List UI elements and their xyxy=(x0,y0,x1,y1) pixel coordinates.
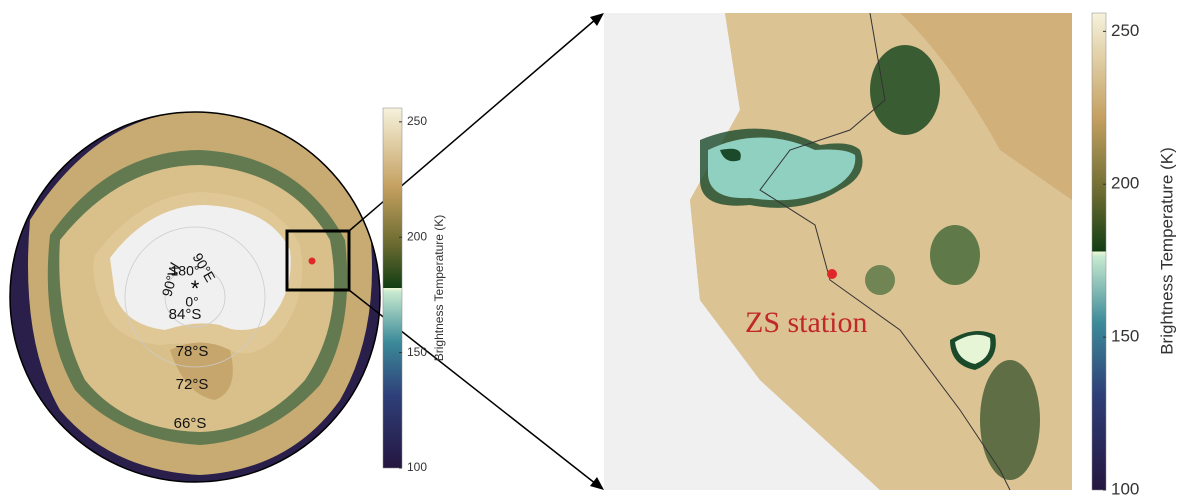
colorbar-tick-label: 250 xyxy=(407,114,427,128)
longitude-label: 180° xyxy=(171,263,200,279)
longitude-label: 0° xyxy=(185,294,198,310)
arrow-head xyxy=(590,13,604,26)
latitude-label: 72°S xyxy=(176,376,209,393)
station-dot xyxy=(827,269,837,279)
colorbar xyxy=(1091,12,1107,491)
latitude-label: 78°S xyxy=(176,343,209,360)
graticule xyxy=(164,266,226,328)
right-map xyxy=(604,13,1072,490)
station-label: ZS station xyxy=(745,306,868,339)
colorbar-label: Brightness Temperature (K) xyxy=(1157,147,1176,355)
pole-marker: * xyxy=(191,276,200,301)
station-dot xyxy=(308,257,316,265)
arrow-head xyxy=(590,477,604,490)
left-map xyxy=(10,112,380,482)
graticule xyxy=(124,226,266,368)
map-frame xyxy=(9,111,381,483)
colorbar-tick-label: 150 xyxy=(407,345,427,359)
latitude-label: 84°S xyxy=(169,306,202,323)
zoom-box xyxy=(285,229,351,292)
colorbar-tick-label: 200 xyxy=(1111,174,1139,193)
colorbar-tick-label: 100 xyxy=(407,460,427,474)
colorbar-label: Brightness Temperature (K) xyxy=(432,215,446,362)
colorbar-tick-label: 200 xyxy=(407,229,427,243)
latitude-label: 66°S xyxy=(174,415,207,432)
colorbar xyxy=(382,107,403,469)
colorbar-tick-label: 150 xyxy=(1111,327,1139,346)
colorbar-tick-label: 100 xyxy=(1111,479,1139,497)
colorbar-tick-label: 250 xyxy=(1111,21,1139,40)
